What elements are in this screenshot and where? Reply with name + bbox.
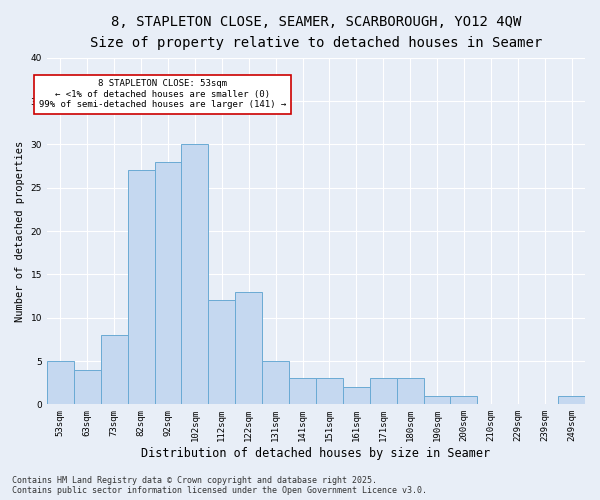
Bar xyxy=(47,361,74,405)
Bar xyxy=(397,378,424,404)
Bar xyxy=(262,361,289,405)
Y-axis label: Number of detached properties: Number of detached properties xyxy=(15,140,25,322)
Bar xyxy=(74,370,101,404)
Bar xyxy=(181,144,208,404)
Bar xyxy=(316,378,343,404)
Text: 8 STAPLETON CLOSE: 53sqm
← <1% of detached houses are smaller (0)
99% of semi-de: 8 STAPLETON CLOSE: 53sqm ← <1% of detach… xyxy=(39,80,286,109)
Bar xyxy=(343,387,370,404)
Bar xyxy=(155,162,181,404)
Bar xyxy=(370,378,397,404)
Bar xyxy=(235,292,262,405)
X-axis label: Distribution of detached houses by size in Seamer: Distribution of detached houses by size … xyxy=(142,447,491,460)
Bar xyxy=(128,170,155,404)
Title: 8, STAPLETON CLOSE, SEAMER, SCARBOROUGH, YO12 4QW
Size of property relative to d: 8, STAPLETON CLOSE, SEAMER, SCARBOROUGH,… xyxy=(90,15,542,50)
Bar xyxy=(451,396,478,404)
Bar xyxy=(558,396,585,404)
Bar xyxy=(208,300,235,405)
Bar xyxy=(424,396,451,404)
Bar xyxy=(289,378,316,404)
Bar xyxy=(101,335,128,404)
Text: Contains HM Land Registry data © Crown copyright and database right 2025.
Contai: Contains HM Land Registry data © Crown c… xyxy=(12,476,427,495)
